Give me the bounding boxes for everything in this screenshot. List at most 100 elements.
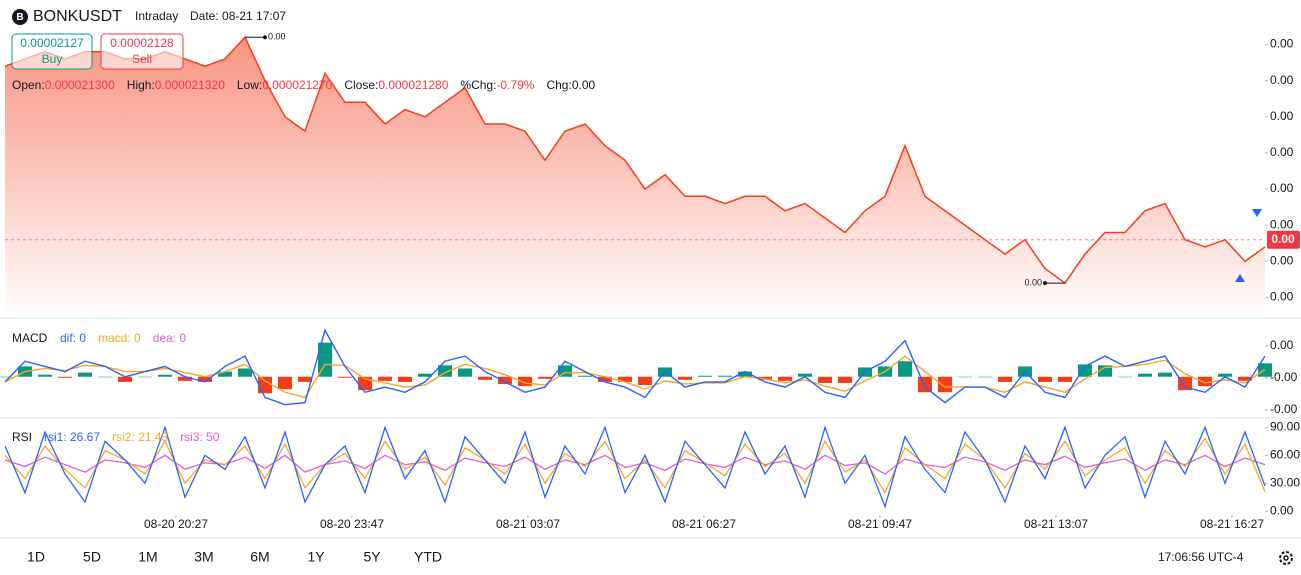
macd-histogram-bar — [1218, 373, 1232, 377]
ohlc-label: %Chg: — [460, 78, 496, 92]
ohlc-label: Chg: — [546, 78, 571, 92]
x-tick-label: 08-21 09:47 — [848, 517, 912, 531]
pane-title: MACD — [12, 331, 48, 345]
ohlc-value: 0.000021280 — [378, 78, 448, 92]
low-marker — [1235, 274, 1245, 282]
macd-histogram-bar — [378, 376, 392, 381]
date: Date: 08-21 17:07 — [190, 9, 286, 23]
ohlc-value: 0.000021300 — [45, 78, 115, 92]
legend-entry: dif: 0 — [60, 331, 86, 345]
macd-histogram-bar — [898, 361, 912, 377]
x-tick-label: 08-21 03:07 — [496, 517, 560, 531]
macd-histogram-bar — [1038, 376, 1052, 382]
macd-histogram-bar — [978, 376, 992, 378]
macd-histogram-bar — [778, 376, 792, 381]
buy-price[interactable]: 0.00002127 — [20, 36, 84, 50]
macd-histogram-bar — [738, 371, 752, 377]
macd-histogram-bar — [218, 371, 232, 377]
macd-histogram-bar — [538, 376, 552, 379]
legend: dif: 0 macd: 0 dea: 0 — [60, 331, 186, 345]
y-tick-label: 0.00 — [1270, 73, 1294, 87]
macd-histogram-bar — [78, 372, 92, 377]
x-tick-label: 08-21 06:27 — [672, 517, 736, 531]
macd-histogram-bar — [1138, 373, 1152, 377]
x-tick-label: 08-21 13:07 — [1024, 517, 1088, 531]
macd-histogram-bar — [1058, 376, 1072, 382]
rsi-line — [4, 454, 1266, 475]
range-button[interactable]: 1M — [138, 549, 157, 565]
ohlc-label: Close: — [344, 78, 378, 92]
macd-histogram-bar — [238, 368, 252, 377]
legend-entry: macd: 0 — [98, 331, 141, 345]
macd-histogram-bar — [98, 376, 112, 378]
y-tick-label: 0.00 — [1270, 254, 1294, 268]
macd-histogram-bar — [318, 342, 332, 377]
macd-histogram-bar — [138, 376, 152, 378]
macd-histogram-bar — [278, 376, 292, 390]
ohlc-value: -0.79% — [496, 78, 534, 92]
symbol: BONKUSDT — [33, 8, 122, 25]
macd-histogram-bar — [158, 374, 172, 377]
buy-label[interactable]: Buy — [42, 52, 63, 66]
settings-icon[interactable] — [1279, 551, 1293, 565]
price-line — [4, 35, 1266, 285]
y-tick-label: 0.00 — [1270, 181, 1294, 195]
macd-histogram-bar — [58, 376, 72, 378]
legend-entry: rsi1: 26.67 — [44, 430, 100, 444]
macd-histogram-bar — [178, 376, 192, 381]
macd-histogram-bar — [1158, 372, 1172, 377]
range-button[interactable]: 1D — [27, 549, 45, 565]
y-tick-label: 0.00 — [1270, 338, 1294, 352]
range-button[interactable]: 3M — [194, 549, 213, 565]
range-button[interactable]: 1Y — [307, 549, 325, 565]
max-label: 0.00 — [268, 32, 286, 42]
max-dot — [263, 35, 267, 40]
settings-icon-core[interactable] — [1283, 555, 1289, 561]
ohlc-value: 0.000021270 — [262, 78, 332, 92]
macd-histogram-bar — [1238, 376, 1252, 381]
buy-button[interactable]: 0.00002127 Buy — [11, 33, 93, 70]
macd-histogram-bar — [38, 374, 52, 377]
y-tick-label: 90.00 — [1270, 419, 1300, 433]
macd-histogram-bar — [938, 376, 952, 393]
buy-button-box[interactable] — [11, 33, 93, 70]
macd-histogram-bar — [698, 375, 712, 377]
pane-title: RSI — [12, 430, 32, 444]
range-button[interactable]: YTD — [414, 549, 442, 565]
y-tick-label: 0.00 — [1270, 217, 1294, 231]
range-button[interactable]: 5D — [83, 549, 101, 565]
macd-histogram-bar — [118, 376, 132, 382]
legend: rsi1: 26.67 rsi2: 21.43 rsi3: 50 — [44, 430, 220, 444]
macd-histogram-bar — [998, 376, 1012, 382]
sell-price[interactable]: 0.00002128 — [110, 36, 174, 50]
logo-letter: B — [16, 12, 23, 23]
toolbar: 17:06:56 UTC-4 1D 5D 1M 3M 6M 1Y 5Y YTD — [27, 549, 1293, 565]
min-dot — [1043, 281, 1047, 286]
macd-histogram-bar — [1178, 376, 1192, 391]
range-button[interactable]: 5Y — [363, 549, 381, 565]
y-tick-label: 30.00 — [1270, 475, 1300, 489]
macd-histogram-bar — [598, 376, 612, 382]
macd-histogram-bar — [838, 376, 852, 383]
sell-label[interactable]: Sell — [132, 52, 152, 66]
range-button[interactable]: 6M — [250, 549, 269, 565]
macd-histogram-bar — [198, 376, 212, 382]
rsi-pane: 90.00 60.00 30.00 0.00 08-20 20:27 08-20 23:4… — [4, 419, 1300, 531]
overlay: B BONKUSDT Intraday Date: 08-21 17:07 0.… — [11, 8, 1262, 282]
legend-entry: rsi2: 21.43 — [112, 430, 168, 444]
y-tick-label: 0.00 — [1270, 503, 1294, 517]
macd-histogram-bar — [678, 376, 692, 380]
macd-pane: 0.00 -0.00 -0.00 MACD dif: 0 macd: 0 dea: 0 — [0, 328, 1298, 416]
y-tick-label: 0.00 — [1270, 290, 1294, 304]
macd-histogram-bar — [718, 375, 732, 377]
macd-histogram-bar — [438, 365, 452, 377]
clock: 17:06:56 UTC-4 — [1158, 550, 1244, 564]
sell-button-box[interactable] — [100, 33, 184, 70]
settings-button[interactable] — [1279, 551, 1293, 565]
y-tick-label: 0.00 — [1270, 37, 1294, 51]
macd-histogram-bar — [618, 376, 632, 382]
mode: Intraday — [135, 9, 178, 23]
legend-entry: rsi3: 50 — [180, 430, 220, 444]
sell-button[interactable]: 0.00002128 Sell — [100, 33, 184, 70]
